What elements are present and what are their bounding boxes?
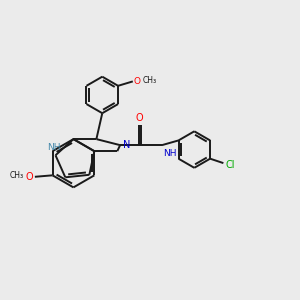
Text: O: O	[26, 172, 33, 182]
Text: NH: NH	[47, 143, 61, 152]
Text: N: N	[123, 140, 130, 150]
Text: O: O	[134, 77, 141, 86]
Text: O: O	[135, 113, 143, 123]
Text: CH₃: CH₃	[142, 76, 157, 85]
Text: Cl: Cl	[226, 160, 235, 170]
Text: NH: NH	[164, 149, 177, 158]
Text: CH₃: CH₃	[10, 171, 24, 180]
